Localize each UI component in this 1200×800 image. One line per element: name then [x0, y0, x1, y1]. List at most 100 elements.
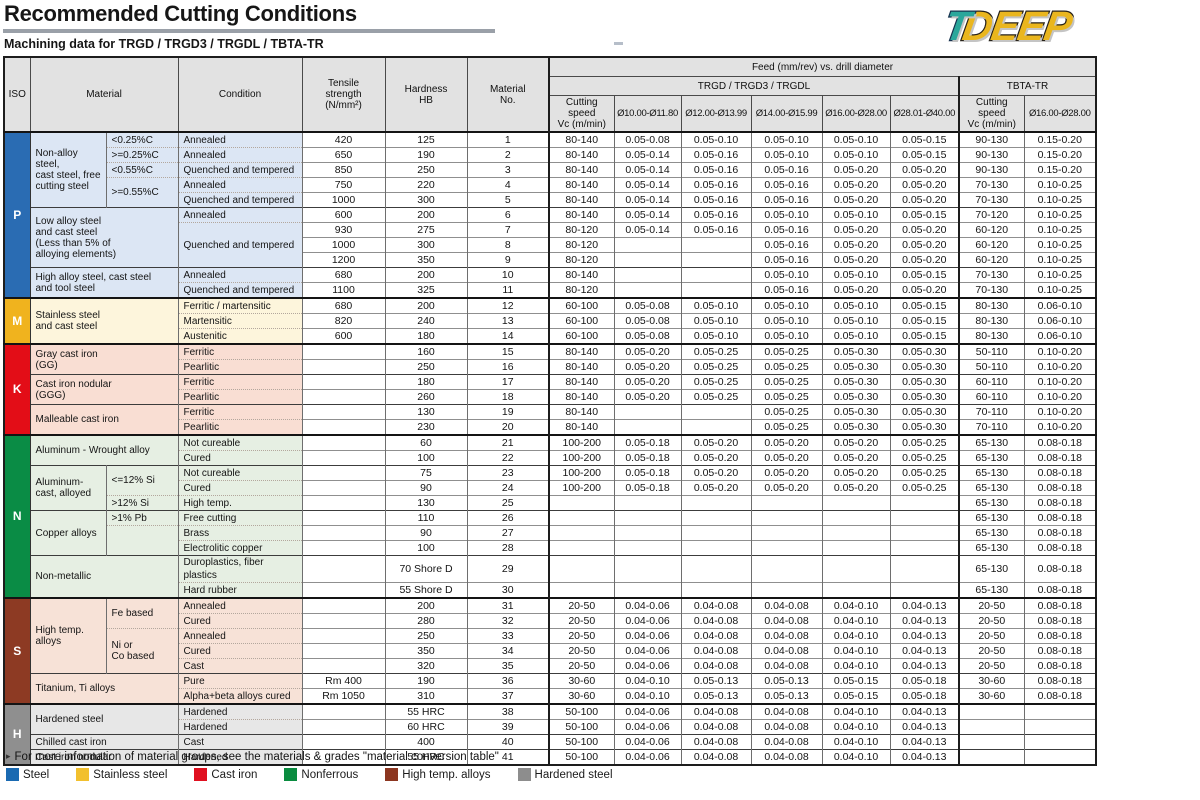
col-header-condition: Condition — [177, 56, 303, 133]
condition-cell: Ferritic — [177, 404, 303, 420]
vc-trgd-cell: 60-100 — [548, 328, 615, 344]
vc-trgd-cell: 80-120 — [548, 237, 615, 253]
feed-cell: 0.05-0.20 — [821, 434, 891, 451]
vc-tbta-cell: 65-130 — [958, 555, 1025, 583]
table-row: Cast iron nodular Hardened 55 HRC 41 50-100 0… — [4, 749, 1097, 765]
feed-tbta-cell: 0.15-0.20 — [1023, 162, 1097, 178]
vc-trgd-cell — [548, 555, 615, 583]
feed-cell: 0.04-0.06 — [613, 703, 682, 720]
table-row: Brass 90 27 65-130 0.08-0.18 — [4, 525, 1097, 556]
feed-tbta-cell — [1023, 719, 1097, 735]
col-header-iso: ISO — [3, 56, 31, 133]
material-no-cell: 3 — [466, 162, 550, 178]
feed-cell — [680, 419, 752, 435]
material-no-cell: 14 — [466, 328, 550, 344]
tensile-cell — [301, 658, 386, 674]
table-row: Cured 280 32 20-50 0.04-0.06 0.04-0.08 0.04-0.… — [4, 613, 1097, 629]
hardness-cell: 350 — [384, 643, 468, 659]
table-header: ISO Material Condition Tensile strength … — [3, 56, 1097, 133]
material-no-cell: 20 — [466, 419, 550, 435]
material-no-cell: 16 — [466, 359, 550, 375]
feed-cell: 0.05-0.18 — [613, 465, 682, 481]
feed-cell: 0.05-0.20 — [821, 222, 891, 238]
feed-cell: 0.04-0.06 — [613, 613, 682, 629]
feed-tbta-cell: 0.08-0.18 — [1023, 643, 1097, 659]
feed-tbta-cell: 0.10-0.20 — [1023, 404, 1097, 420]
tensile-cell: 1000 — [301, 192, 386, 208]
material-no-cell: 39 — [466, 719, 550, 735]
feed-cell: 0.05-0.15 — [889, 297, 960, 314]
table-row: Quenched and tempered 930 275 7 80-120 0.05-0… — [4, 222, 1097, 268]
material-cell: Cast iron nodular — [29, 749, 179, 765]
material-no-cell: 15 — [466, 343, 550, 360]
vc-trgd-cell: 30-60 — [548, 673, 615, 689]
feed-cell: 0.05-0.10 — [750, 207, 823, 223]
feed-cell — [613, 419, 682, 435]
condition-cell: Pure — [177, 673, 303, 689]
feed-cell: 0.05-0.30 — [821, 343, 891, 360]
feed-cell: 0.04-0.08 — [750, 749, 823, 765]
feed-cell: 0.04-0.06 — [613, 628, 682, 644]
material-cell: Malleable cast iron — [29, 404, 179, 435]
tensile-cell — [301, 389, 386, 405]
feed-tbta-cell: 0.10-0.20 — [1023, 389, 1097, 405]
material-cell: Gray cast iron (GG) — [29, 343, 179, 375]
sub-material-cell: >1% Pb — [105, 510, 179, 526]
vc-trgd-cell: 20-50 — [548, 643, 615, 659]
vc-tbta-cell: 70-130 — [958, 177, 1025, 193]
feed-cell: 0.05-0.20 — [613, 359, 682, 375]
vc-tbta-cell: 50-110 — [958, 359, 1025, 375]
table-row: Chilled cast iron Cast 400 40 50-100 0.04-0.0… — [4, 734, 1097, 750]
material-no-cell: 11 — [466, 282, 550, 298]
feed-cell: 0.05-0.10 — [750, 328, 823, 344]
feed-tbta-cell: 0.10-0.25 — [1023, 282, 1097, 298]
hardness-cell: 90 — [384, 525, 468, 541]
feed-cell — [680, 525, 752, 541]
material-no-cell: 21 — [466, 434, 550, 451]
vc-tbta-cell — [958, 719, 1025, 735]
hardness-cell: 180 — [384, 374, 468, 390]
feed-cell: 0.05-0.16 — [680, 192, 752, 208]
material-no-cell: 22 — [466, 450, 550, 466]
table-row: Low alloy steel and cast steel (Less tha… — [4, 207, 1097, 268]
feed-tbta-cell: 0.06-0.10 — [1023, 313, 1097, 329]
hardness-cell: 300 — [384, 237, 468, 253]
vc-tbta-cell: 90-130 — [958, 162, 1025, 178]
feed-tbta-cell — [1023, 734, 1097, 750]
vc-trgd-cell: 30-60 — [548, 688, 615, 704]
material-no-cell: 37 — [466, 688, 550, 704]
material-no-cell: 29 — [466, 555, 550, 583]
feed-cell: 0.04-0.10 — [613, 673, 682, 689]
page-title: Recommended Cutting Conditions — [4, 1, 357, 26]
vc-tbta-cell: 90-130 — [958, 131, 1025, 148]
material-no-cell: 35 — [466, 658, 550, 674]
feed-tbta-cell — [1023, 749, 1097, 765]
col-header-material: Material — [29, 56, 179, 133]
feed-cell: 0.05-0.25 — [750, 419, 823, 435]
sub-material-cell: Fe based — [105, 597, 179, 629]
feed-cell: 0.05-0.16 — [680, 147, 752, 163]
vc-trgd-cell: 80-140 — [548, 177, 615, 193]
hardness-cell: 100 — [384, 450, 468, 466]
feed-cell: 0.05-0.20 — [680, 480, 752, 496]
table-row: >=0.55%C Annealed 750 220 4 80-140 0.05-0.14 0.… — [4, 177, 1097, 208]
feed-cell: 0.04-0.13 — [889, 703, 960, 720]
material-no-cell: 28 — [466, 540, 550, 556]
feed-cell: 0.05-0.18 — [613, 450, 682, 466]
feed-cell: 0.05-0.20 — [613, 389, 682, 405]
feed-tbta-cell: 0.10-0.25 — [1023, 252, 1097, 268]
material-cell: Cast iron nodular (GGG) — [29, 374, 179, 405]
feed-cell: 0.04-0.10 — [821, 749, 891, 765]
material-no-cell: 19 — [466, 404, 550, 420]
feed-cell: 0.05-0.30 — [821, 389, 891, 405]
condition-cell: Cured — [177, 643, 303, 659]
feed-cell — [680, 252, 752, 268]
feed-cell — [613, 404, 682, 420]
vc-tbta-cell: 30-60 — [958, 673, 1025, 689]
sub-material-cell: Ni or Co based — [105, 628, 179, 674]
feed-cell: 0.05-0.18 — [889, 688, 960, 704]
hardness-cell: 60 — [384, 434, 468, 451]
feed-cell: 0.05-0.10 — [750, 131, 823, 148]
tensile-cell: 680 — [301, 267, 386, 283]
vc-tbta-cell: 65-130 — [958, 510, 1025, 526]
